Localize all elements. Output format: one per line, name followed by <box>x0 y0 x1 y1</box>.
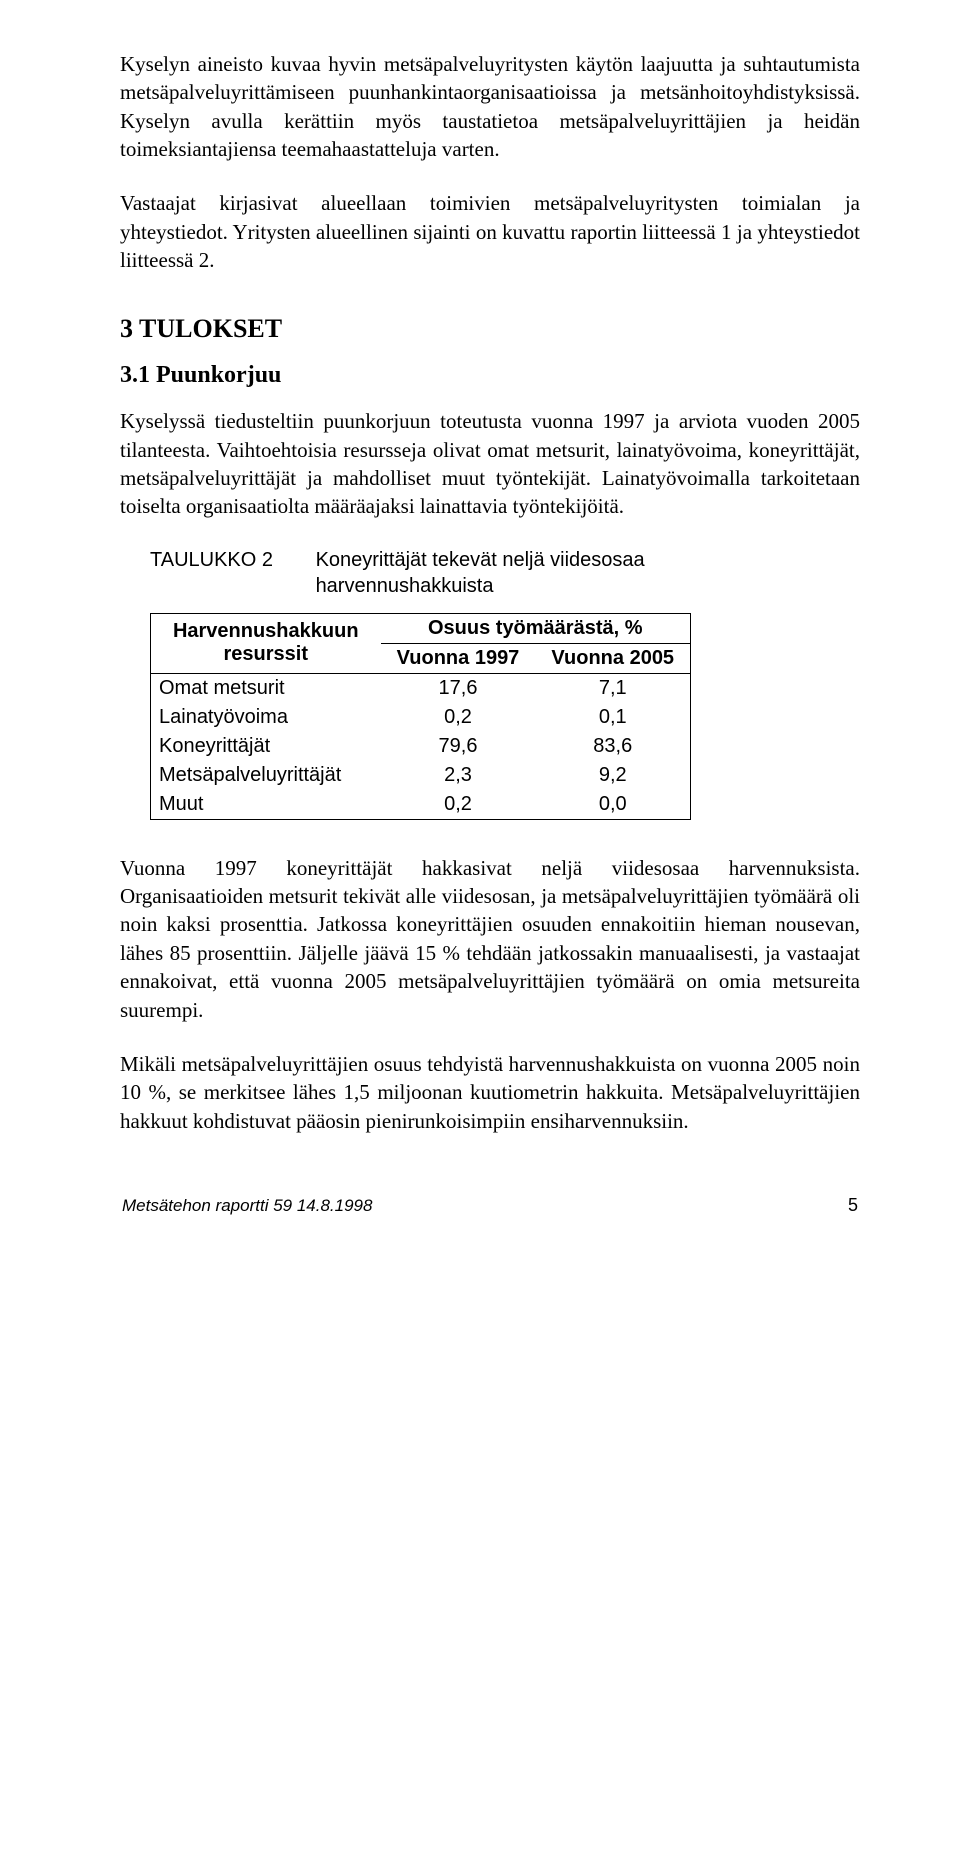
table-header-2005: Vuonna 2005 <box>536 643 691 673</box>
table-row: Koneyrittäjät 79,6 83,6 <box>151 732 691 761</box>
table-header-1997: Vuonna 1997 <box>381 643 536 673</box>
table-row: Metsäpalveluyrittäjät 2,3 9,2 <box>151 761 691 790</box>
footer-left: Metsätehon raportti 59 14.8.1998 <box>122 1196 372 1216</box>
data-table: Harvennushakkuun resurssit Osuus työmäär… <box>150 613 691 820</box>
table-header-resurssit: Harvennushakkuun resurssit <box>151 613 381 673</box>
table-cell-label: Koneyrittäjät <box>151 732 381 761</box>
paragraph-2: Vastaajat kirjasivat alueellaan toimivie… <box>120 189 860 274</box>
table-2: TAULUKKO 2 Koneyrittäjät tekevät neljä v… <box>150 547 860 820</box>
paragraph-3: Kyselyssä tiedusteltiin puunkorjuun tote… <box>120 407 860 520</box>
table-cell-label: Muut <box>151 790 381 820</box>
heading-sub: 3.1 Puunkorjuu <box>120 362 860 389</box>
table-cell-label: Lainatyövoima <box>151 703 381 732</box>
table-title: Koneyrittäjät tekevät neljä viidesosaa h… <box>316 547 645 599</box>
table-label: TAULUKKO 2 <box>150 547 310 573</box>
table-row: Muut 0,2 0,0 <box>151 790 691 820</box>
table-caption: TAULUKKO 2 Koneyrittäjät tekevät neljä v… <box>150 547 860 599</box>
table-cell-1997: 0,2 <box>381 703 536 732</box>
paragraph-5: Mikäli metsäpalveluyrittäjien osuus tehd… <box>120 1050 860 1135</box>
table-title-line1: Koneyrittäjät tekevät neljä viidesosaa <box>316 549 645 571</box>
table-title-line2: harvennushakkuista <box>316 575 494 597</box>
table-cell-1997: 17,6 <box>381 673 536 703</box>
table-cell-label: Metsäpalveluyrittäjät <box>151 761 381 790</box>
table-cell-1997: 79,6 <box>381 732 536 761</box>
table-cell-2005: 83,6 <box>536 732 691 761</box>
table-cell-1997: 2,3 <box>381 761 536 790</box>
table-cell-2005: 0,0 <box>536 790 691 820</box>
paragraph-1: Kyselyn aineisto kuvaa hyvin metsäpalvel… <box>120 50 860 163</box>
page-footer: Metsätehon raportti 59 14.8.1998 5 <box>120 1195 860 1216</box>
table-cell-1997: 0,2 <box>381 790 536 820</box>
footer-page-number: 5 <box>848 1195 858 1216</box>
heading-main: 3 TULOKSET <box>120 314 860 344</box>
table-header-resurssit-l2: resurssit <box>224 643 309 665</box>
table-cell-label: Omat metsurit <box>151 673 381 703</box>
paragraph-4: Vuonna 1997 koneyrittäjät hakkasivat nel… <box>120 854 860 1024</box>
table-cell-2005: 7,1 <box>536 673 691 703</box>
table-header-osuus: Osuus työmäärästä, % <box>381 613 691 643</box>
table-header-resurssit-l1: Harvennushakkuun <box>173 620 359 642</box>
table-row: Omat metsurit 17,6 7,1 <box>151 673 691 703</box>
table-cell-2005: 9,2 <box>536 761 691 790</box>
table-row: Lainatyövoima 0,2 0,1 <box>151 703 691 732</box>
table-cell-2005: 0,1 <box>536 703 691 732</box>
document-page: Kyselyn aineisto kuvaa hyvin metsäpalvel… <box>0 0 960 1256</box>
